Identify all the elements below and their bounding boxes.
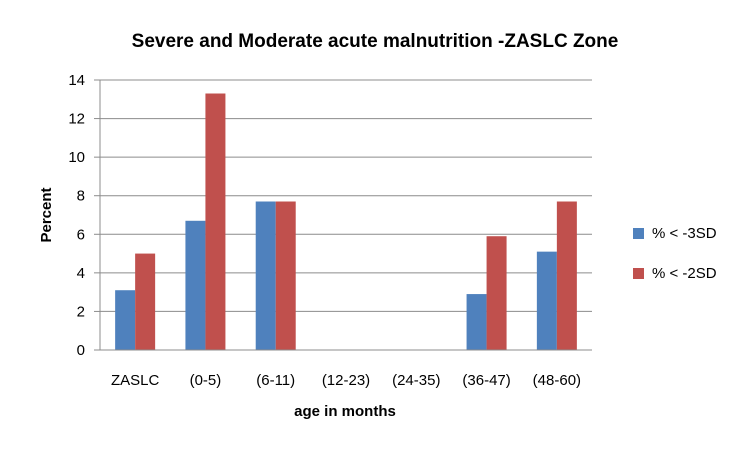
bar-sd3-6 [536,251,557,350]
legend-label: % < -2SD [652,265,717,282]
legend-label: % < -3SD [652,225,717,242]
x-category-label: ZASLC [111,372,160,389]
y-tick-label: 6 [77,226,85,243]
gridlines [100,79,592,351]
x-category-label: (0-5) [190,372,222,389]
x-category-label: (36-47) [462,372,510,389]
y-tick-label: 4 [77,265,85,282]
bar-sd2-6 [556,201,577,350]
bar-sd3-2 [255,201,276,350]
bar-sd2-1 [205,93,226,350]
bars [115,93,577,350]
bar-sd2-5 [486,236,507,350]
bar-sd3-1 [185,220,206,350]
legend-swatch [633,228,644,239]
bar-sd2-2 [275,201,296,350]
legend-swatch [633,268,644,279]
y-tick-label: 2 [77,303,85,320]
y-tick-label: 14 [68,72,85,89]
chart-title: Severe and Moderate acute malnutrition -… [132,31,619,52]
y-tick-label: 10 [68,149,85,166]
axes: 0 2 4 6 8 10 12 14 ZASLC (0-5) (6-11) (12-23) (24-35… [68,72,592,389]
x-category-label: (6-11) [256,372,295,389]
bar-sd3-5 [466,294,487,350]
x-category-label: (24-35) [392,372,440,389]
y-tick-label: 12 [68,111,85,128]
x-category-label: (48-60) [533,372,581,389]
x-axis-label: age in months [294,403,396,420]
y-tick-label: 0 [77,342,85,359]
y-tick-label: 8 [77,188,85,205]
bar-sd3-0 [115,290,136,350]
y-axis-label: Percent [38,187,55,242]
legend: % < -3SD % < -2SD [633,225,717,282]
bar-sd2-0 [135,253,156,350]
x-category-label: (12-23) [322,372,370,389]
